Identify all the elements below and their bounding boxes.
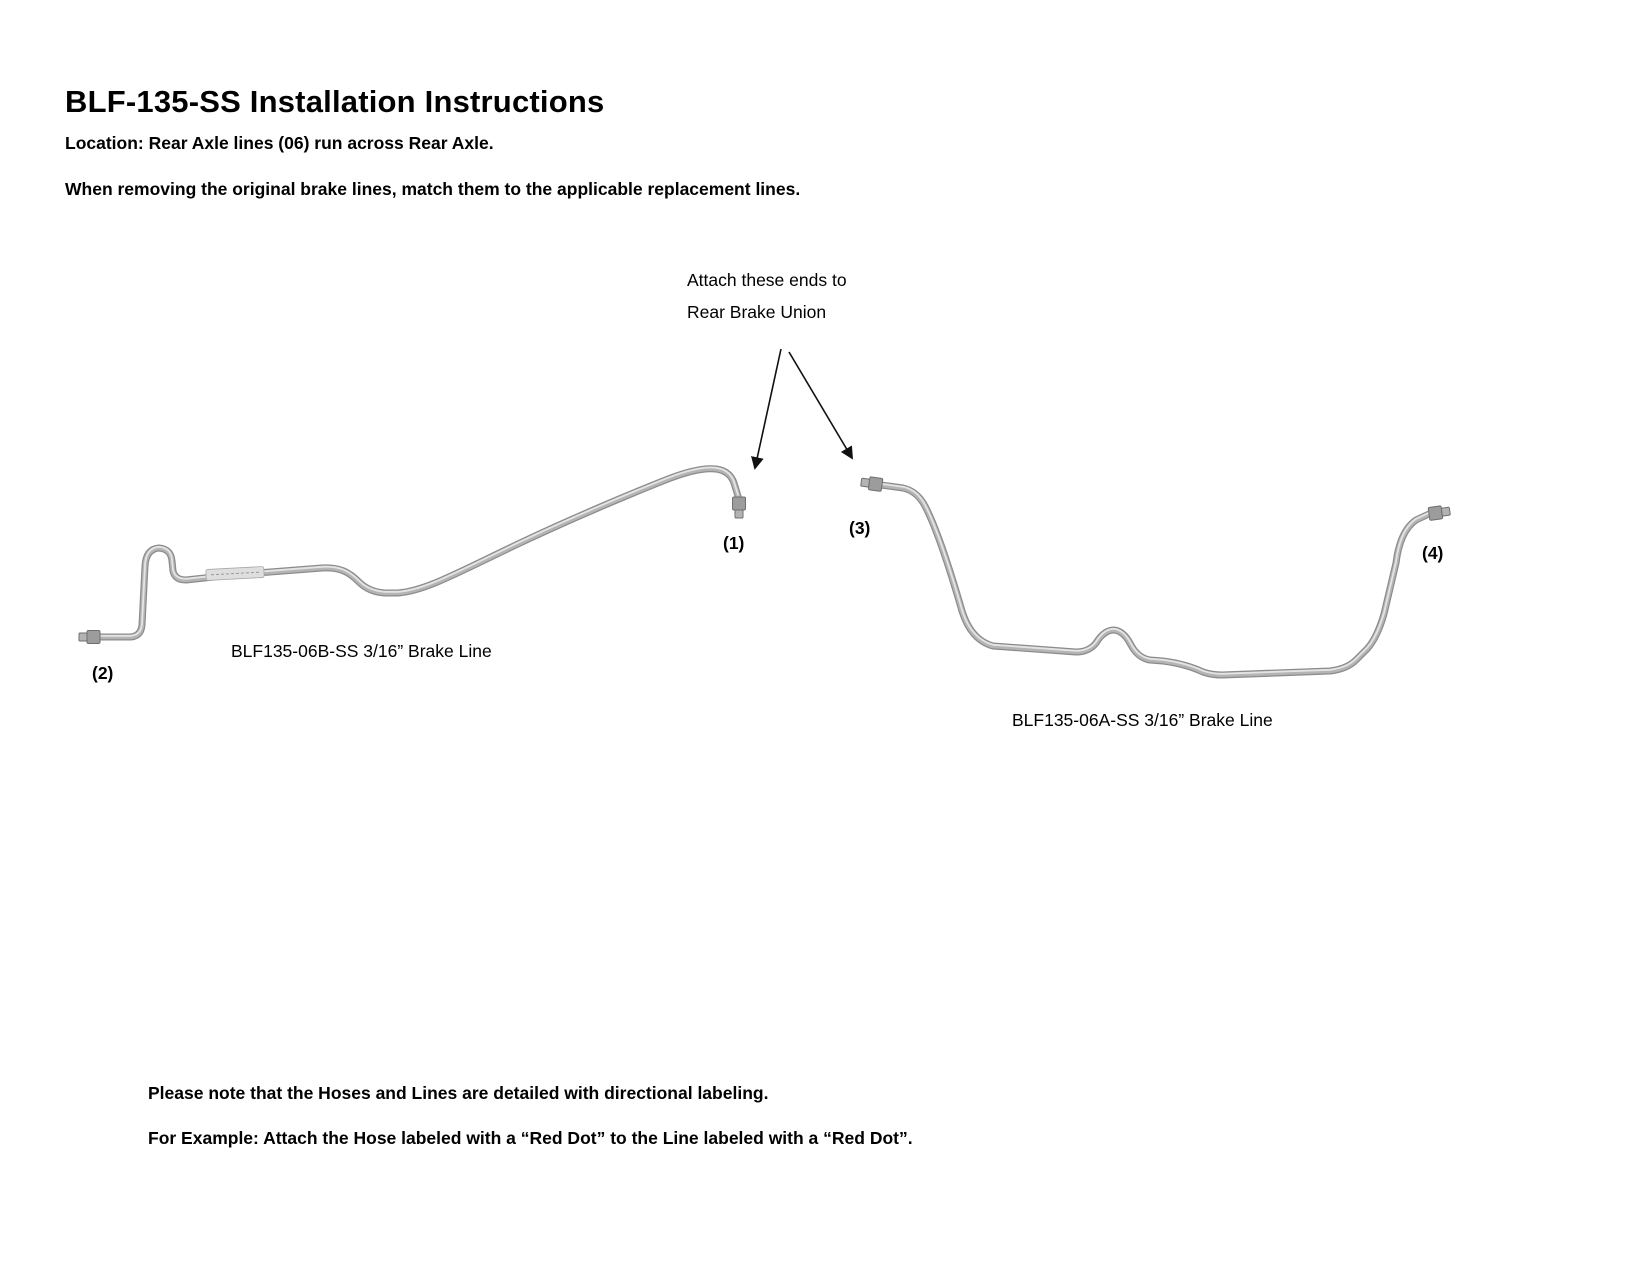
brake-line-06b-tube-mid [97,466,741,640]
brake-line-06a-tube-mid [878,482,1432,678]
callout-arrows [751,348,853,470]
brake-line-06a-tube [877,481,1433,679]
removal-instruction: When removing the original brake lines, … [65,179,801,199]
fitting-end-1 [732,496,746,519]
callout-line-1: Attach these ends to [687,270,847,290]
callout-rear-brake-union: Attach these ends to Rear Brake Union [687,264,847,328]
brake-line-06b [78,465,746,644]
footer-note-1: Please note that the Hoses and Lines are… [148,1083,769,1103]
end-marker-2: (2) [92,663,114,683]
right-line-label: BLF135-06A-SS 3/16” Brake Line [1012,710,1273,730]
footer-note-2: For Example: Attach the Hose labeled wit… [148,1128,913,1148]
end-marker-4: (4) [1422,543,1444,563]
part-label-sleeve [205,566,265,581]
callout-line-2: Rear Brake Union [687,302,827,322]
fitting-end-3 [860,476,884,492]
location-line: Location: Rear Axle lines (06) run acros… [65,133,494,153]
brake-line-06b-tube [96,465,742,641]
end-marker-1: (1) [723,533,745,553]
callout-arrow-to-end-3 [788,351,853,460]
end-marker-3: (3) [849,518,871,538]
brake-line-06a [860,476,1451,679]
brake-line-06b-tube-highlight [99,466,739,637]
left-line-label: BLF135-06B-SS 3/16” Brake Line [231,641,492,661]
brake-line-06a-tube-highlight [880,482,1430,675]
fitting-end-4 [1427,505,1451,521]
fitting-end-2 [78,630,101,644]
callout-arrow-to-end-1 [751,348,782,470]
page-title: BLF-135-SS Installation Instructions [65,84,605,119]
